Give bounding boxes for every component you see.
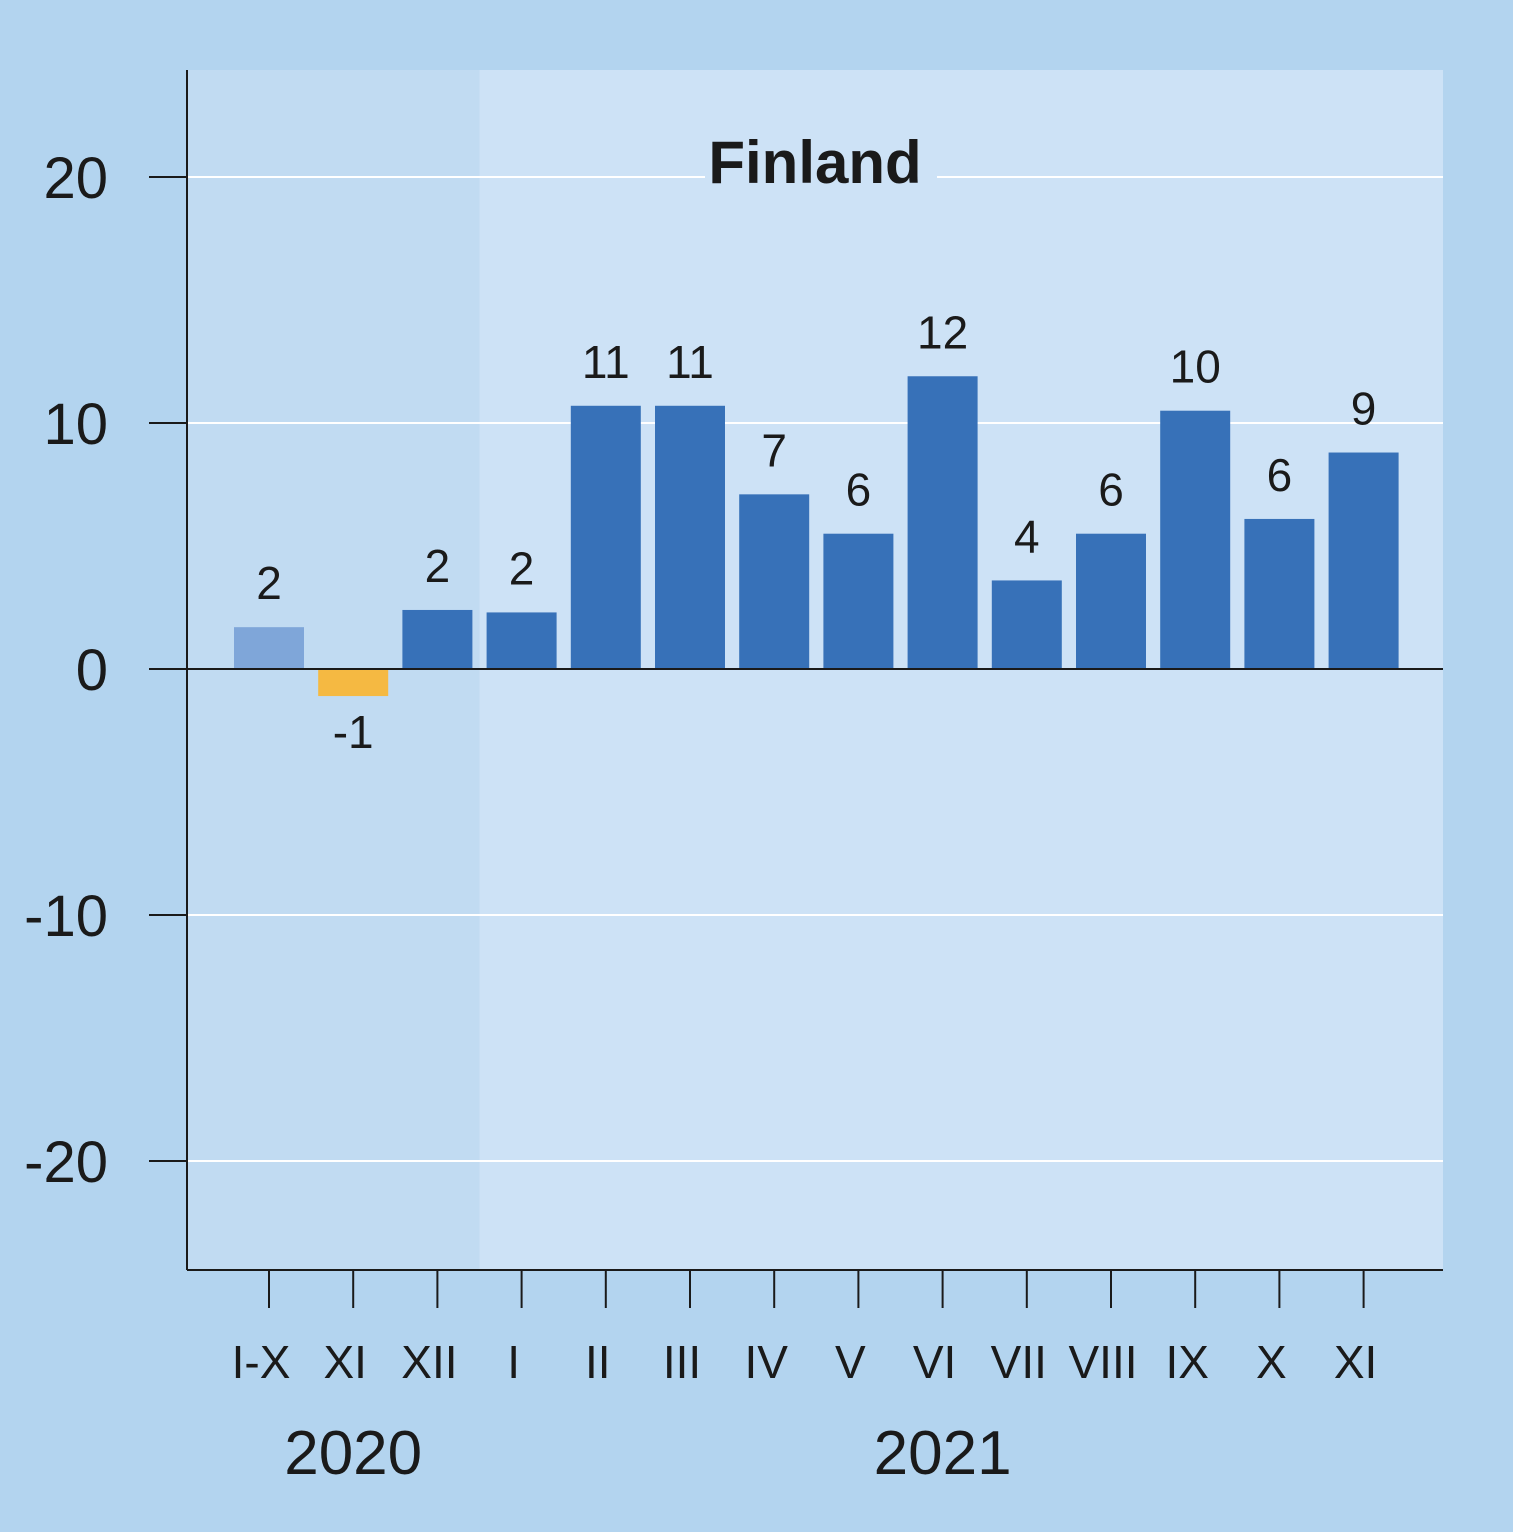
bar-data-label: 2 (256, 557, 282, 609)
bar (1076, 533, 1146, 669)
bar-data-label: -1 (333, 706, 374, 758)
bars: 2 -1 2 2 11 11 7 6 12 4 6 10 6 9 (149, 306, 1443, 758)
x-group-label: 2021 (874, 1419, 1012, 1488)
bar (655, 405, 725, 669)
chart-title: Finland (708, 129, 921, 196)
bar-data-label: 2 (425, 540, 451, 592)
x-tick-label: XI (323, 1336, 366, 1388)
x-tick-label: V (835, 1336, 866, 1388)
bar (823, 533, 894, 669)
bar (991, 580, 1062, 669)
bar-data-label: 11 (666, 336, 714, 388)
y-tick-label: 0 (76, 638, 108, 703)
x-tick-label: III (663, 1336, 701, 1388)
bar-data-label: 9 (1351, 383, 1377, 435)
x-tick-label: XII (401, 1336, 457, 1388)
x-tick-label: VIII (1068, 1336, 1137, 1388)
y-tick-label: 20 (43, 146, 108, 211)
y-tick-label: 10 (43, 392, 108, 457)
x-group-label: 2020 (284, 1419, 422, 1488)
bar (486, 612, 557, 669)
bar (402, 609, 473, 669)
bar-data-label: 4 (1014, 510, 1040, 562)
bar (570, 405, 641, 669)
bar-data-label: 2 (509, 542, 535, 594)
x-tick-label: X (1256, 1336, 1287, 1388)
bar-data-label: 6 (1267, 449, 1293, 501)
bar (1328, 452, 1399, 669)
bar (318, 669, 389, 697)
x-tick-label: I-X (232, 1336, 291, 1388)
title-background (705, 120, 937, 200)
x-tick-label: VI (913, 1336, 956, 1388)
x-tick-label: II (585, 1336, 611, 1388)
x-tick-label: VII (991, 1336, 1047, 1388)
bar (907, 376, 978, 669)
x-tick-label: I (507, 1336, 520, 1388)
bar (234, 627, 304, 669)
bar-data-label: 10 (1170, 341, 1221, 393)
bar-data-label: 7 (761, 424, 787, 476)
y-tick-label: -10 (24, 884, 108, 949)
x-tick-label: IV (744, 1336, 788, 1388)
bar (1160, 410, 1231, 669)
bar-data-label: 6 (1098, 464, 1124, 516)
gridlines (187, 120, 1443, 1162)
bar (1244, 518, 1315, 669)
x-tick-label: IX (1165, 1336, 1208, 1388)
y-tick-label: -20 (24, 1130, 108, 1195)
bar-data-label: 6 (846, 464, 872, 516)
bar-data-label: 11 (582, 336, 630, 388)
bar-data-label: 12 (917, 306, 968, 358)
x-tick-label: XI (1334, 1336, 1377, 1388)
bar (739, 494, 810, 669)
